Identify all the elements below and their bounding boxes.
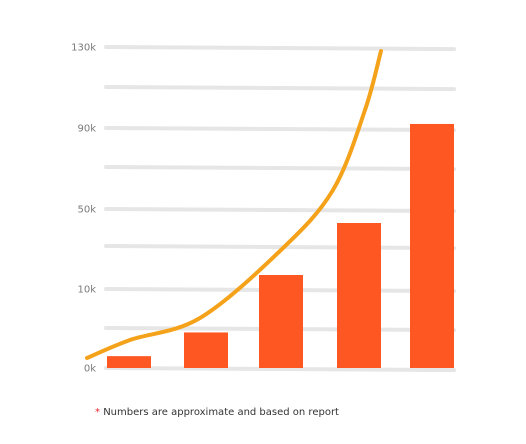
y-tick-label: 10k — [77, 285, 96, 296]
bar — [259, 275, 303, 368]
gridline — [104, 165, 456, 172]
y-tick-label: 90k — [77, 124, 96, 135]
bars — [107, 123, 454, 368]
footnote: * Numbers are approximate and based on r… — [95, 407, 339, 418]
bar — [184, 332, 228, 368]
bar — [107, 356, 151, 368]
y-tick-label: 130k — [71, 43, 96, 54]
footnote-text: Numbers are approximate and based on rep… — [103, 407, 339, 418]
y-tick-label: 50k — [77, 205, 96, 216]
trend-line — [85, 49, 383, 360]
gridline — [104, 207, 456, 214]
gridline — [104, 126, 456, 133]
bar — [410, 123, 454, 368]
bar — [337, 223, 381, 368]
gridline — [104, 366, 456, 373]
gridline — [104, 85, 456, 92]
y-axis-ticks: 0k 10k 50k 90k 130k — [71, 43, 96, 375]
gridline — [104, 45, 456, 52]
y-tick-label: 0k — [84, 364, 96, 375]
footnote-marker: * — [95, 407, 100, 418]
gridline — [104, 244, 456, 251]
trend-line-group — [85, 49, 383, 360]
